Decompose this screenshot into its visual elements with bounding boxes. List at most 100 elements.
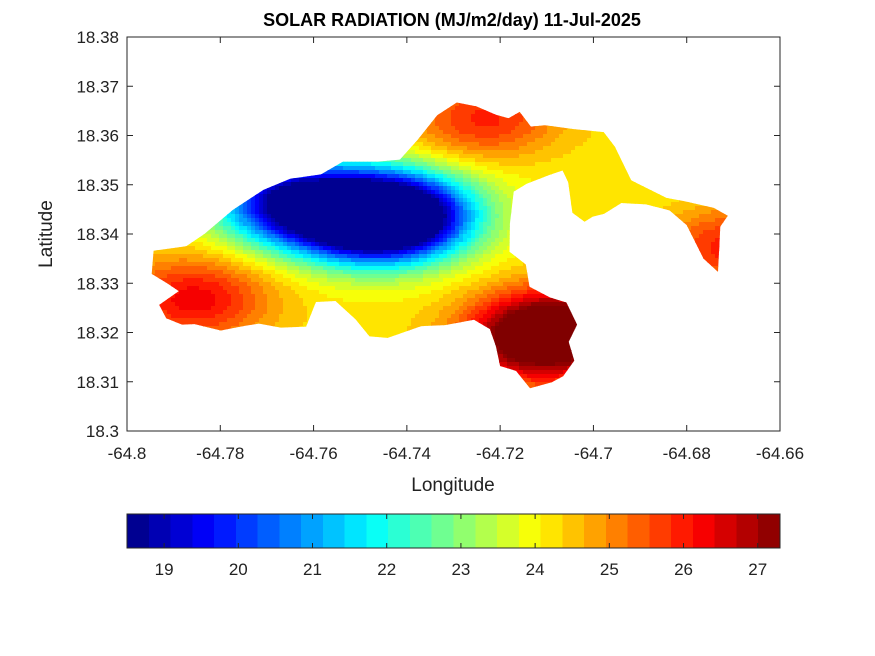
- heat-cell: [363, 314, 368, 319]
- heat-cell: [199, 310, 204, 315]
- heat-cell: [383, 190, 388, 195]
- heat-cell: [179, 282, 184, 287]
- heat-cell: [327, 270, 332, 275]
- heat-cell: [347, 234, 352, 239]
- heat-cell: [407, 270, 412, 275]
- heat-cell: [343, 186, 348, 191]
- heat-cell: [295, 202, 300, 207]
- heat-cell: [355, 310, 360, 315]
- heat-cell: [407, 302, 412, 307]
- heat-cell: [363, 298, 368, 303]
- heat-cell: [179, 318, 184, 323]
- heat-cell: [315, 210, 320, 215]
- heat-cell: [275, 190, 280, 195]
- heat-cell: [339, 166, 344, 171]
- heat-cell: [243, 242, 248, 247]
- heat-cell: [355, 234, 360, 239]
- heat-cell: [207, 314, 212, 319]
- heat-cell: [187, 294, 192, 299]
- heat-cell: [207, 230, 212, 235]
- heat-cell: [315, 246, 320, 251]
- heat-cell: [255, 262, 260, 267]
- heat-cell: [347, 302, 352, 307]
- heat-cell: [271, 234, 276, 239]
- heat-cell: [367, 206, 372, 211]
- heat-cell: [299, 206, 304, 211]
- heat-cell: [299, 310, 304, 315]
- heat-cell: [351, 282, 356, 287]
- heat-cell: [155, 274, 160, 279]
- heat-cell: [199, 314, 204, 319]
- heat-cell: [227, 314, 232, 319]
- heat-cell: [267, 306, 272, 311]
- heat-cell: [383, 166, 388, 171]
- heat-cell: [195, 238, 200, 243]
- heat-cell: [283, 210, 288, 215]
- heat-cell: [363, 214, 368, 219]
- heat-cell: [371, 322, 376, 327]
- heat-cell: [319, 254, 324, 259]
- heat-cell: [255, 222, 260, 227]
- heat-cell: [255, 246, 260, 251]
- heat-cell: [423, 158, 428, 163]
- heat-cell: [403, 318, 408, 323]
- heat-cell: [339, 198, 344, 203]
- heat-cell: [423, 294, 428, 299]
- heat-cell: [207, 258, 212, 263]
- heat-cell: [391, 198, 396, 203]
- heat-cell: [355, 222, 360, 227]
- heat-cell: [371, 278, 376, 283]
- heat-cell: [379, 246, 384, 251]
- heat-cell: [215, 254, 220, 259]
- heat-cell: [423, 142, 428, 147]
- heat-cell: [307, 174, 312, 179]
- heat-cell: [363, 294, 368, 299]
- heat-cell: [331, 194, 336, 199]
- heat-cell: [231, 270, 236, 275]
- heat-cell: [415, 282, 420, 287]
- heat-cell: [327, 206, 332, 211]
- heat-cell: [399, 262, 404, 267]
- heat-cell: [235, 290, 240, 295]
- heat-cell: [295, 238, 300, 243]
- heat-cell: [363, 286, 368, 291]
- heat-cell: [219, 222, 224, 227]
- heat-cell: [259, 266, 264, 271]
- heat-cell: [183, 246, 188, 251]
- heat-cell: [275, 218, 280, 223]
- heat-cell: [415, 146, 420, 151]
- heat-cell: [327, 230, 332, 235]
- heat-cell: [311, 238, 316, 243]
- heat-cell: [187, 286, 192, 291]
- heat-cell: [363, 186, 368, 191]
- heat-cell: [327, 214, 332, 219]
- heat-cell: [199, 294, 204, 299]
- heat-cell: [271, 266, 276, 271]
- heat-cell: [335, 290, 340, 295]
- heat-cell: [367, 286, 372, 291]
- heat-cell: [427, 138, 432, 143]
- heat-cell: [255, 210, 260, 215]
- heat-cell: [191, 314, 196, 319]
- heat-cell: [275, 306, 280, 311]
- heat-cell: [323, 246, 328, 251]
- heat-cell: [343, 286, 348, 291]
- heat-cell: [247, 310, 252, 315]
- heat-cell: [303, 202, 308, 207]
- heat-cell: [363, 318, 368, 323]
- heat-cell: [183, 278, 188, 283]
- heat-cell: [359, 250, 364, 255]
- heat-cell: [407, 310, 412, 315]
- heat-cell: [339, 194, 344, 199]
- heat-cell: [263, 198, 268, 203]
- heat-cell: [271, 258, 276, 263]
- heat-cell: [379, 198, 384, 203]
- heat-cell: [347, 250, 352, 255]
- heat-cell: [151, 266, 156, 271]
- heat-cell: [215, 262, 220, 267]
- heat-cell: [371, 210, 376, 215]
- heat-cell: [407, 314, 412, 319]
- heat-cell: [323, 222, 328, 227]
- heat-cell: [191, 310, 196, 315]
- heat-cell: [351, 254, 356, 259]
